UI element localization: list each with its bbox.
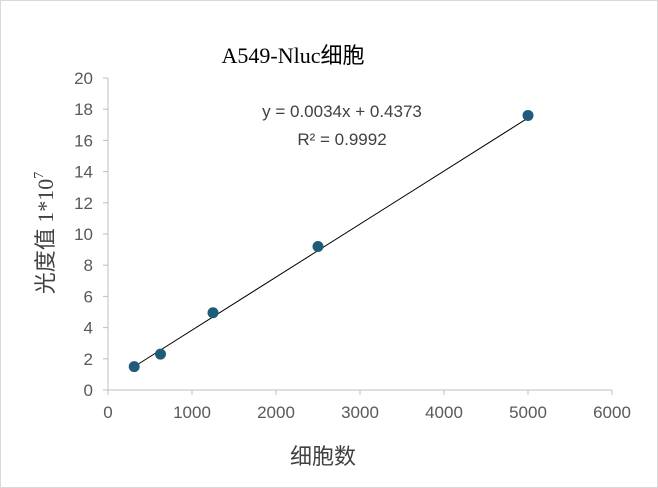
y-tick-label: 20 xyxy=(74,69,93,88)
y-axis-label: 光度值 1*107 xyxy=(32,172,58,295)
y-tick-label: 2 xyxy=(84,350,93,369)
x-tick-label: 4000 xyxy=(425,403,463,422)
trendline xyxy=(133,117,529,368)
data-point xyxy=(207,307,219,319)
chart-title: A549-Nluc细胞 xyxy=(222,43,365,68)
x-tick-label: 1000 xyxy=(173,403,211,422)
x-tick-label: 2000 xyxy=(257,403,295,422)
data-points xyxy=(128,109,534,373)
x-tick-label: 6000 xyxy=(593,403,631,422)
y-axis-ticks: 0 2 4 6 8 10 12 14 16 18 20 xyxy=(74,69,108,400)
y-tick-label: 8 xyxy=(84,256,93,275)
x-tick-label: 3000 xyxy=(341,403,379,422)
y-tick-label: 12 xyxy=(74,194,93,213)
svg-text:光度值 1*107: 光度值 1*107 xyxy=(32,172,58,295)
y-tick-label: 18 xyxy=(74,100,93,119)
y-tick-label: 16 xyxy=(74,131,93,150)
data-point xyxy=(312,240,324,252)
y-tick-label: 14 xyxy=(74,163,93,182)
data-point xyxy=(155,348,166,360)
y-tick-label: 4 xyxy=(84,319,93,338)
y-tick-label: 10 xyxy=(74,225,93,244)
y-tick-label: 6 xyxy=(84,287,93,306)
x-tick-label: 0 xyxy=(103,403,112,422)
x-tick-label: 5000 xyxy=(509,403,547,422)
y-tick-label: 0 xyxy=(84,381,93,400)
y-axis-label-main: 光度值 1*10 xyxy=(33,179,58,295)
y-axis-label-exponent: 7 xyxy=(32,172,47,179)
trendline-r2: R² = 0.9992 xyxy=(297,130,386,149)
x-axis-label: 细胞数 xyxy=(290,444,356,469)
x-axis-ticks: 0 1000 2000 3000 4000 5000 6000 xyxy=(103,390,631,422)
data-point xyxy=(522,109,534,121)
trendline-equation: y = 0.0034x + 0.4373 xyxy=(262,102,422,121)
data-point xyxy=(128,361,140,373)
